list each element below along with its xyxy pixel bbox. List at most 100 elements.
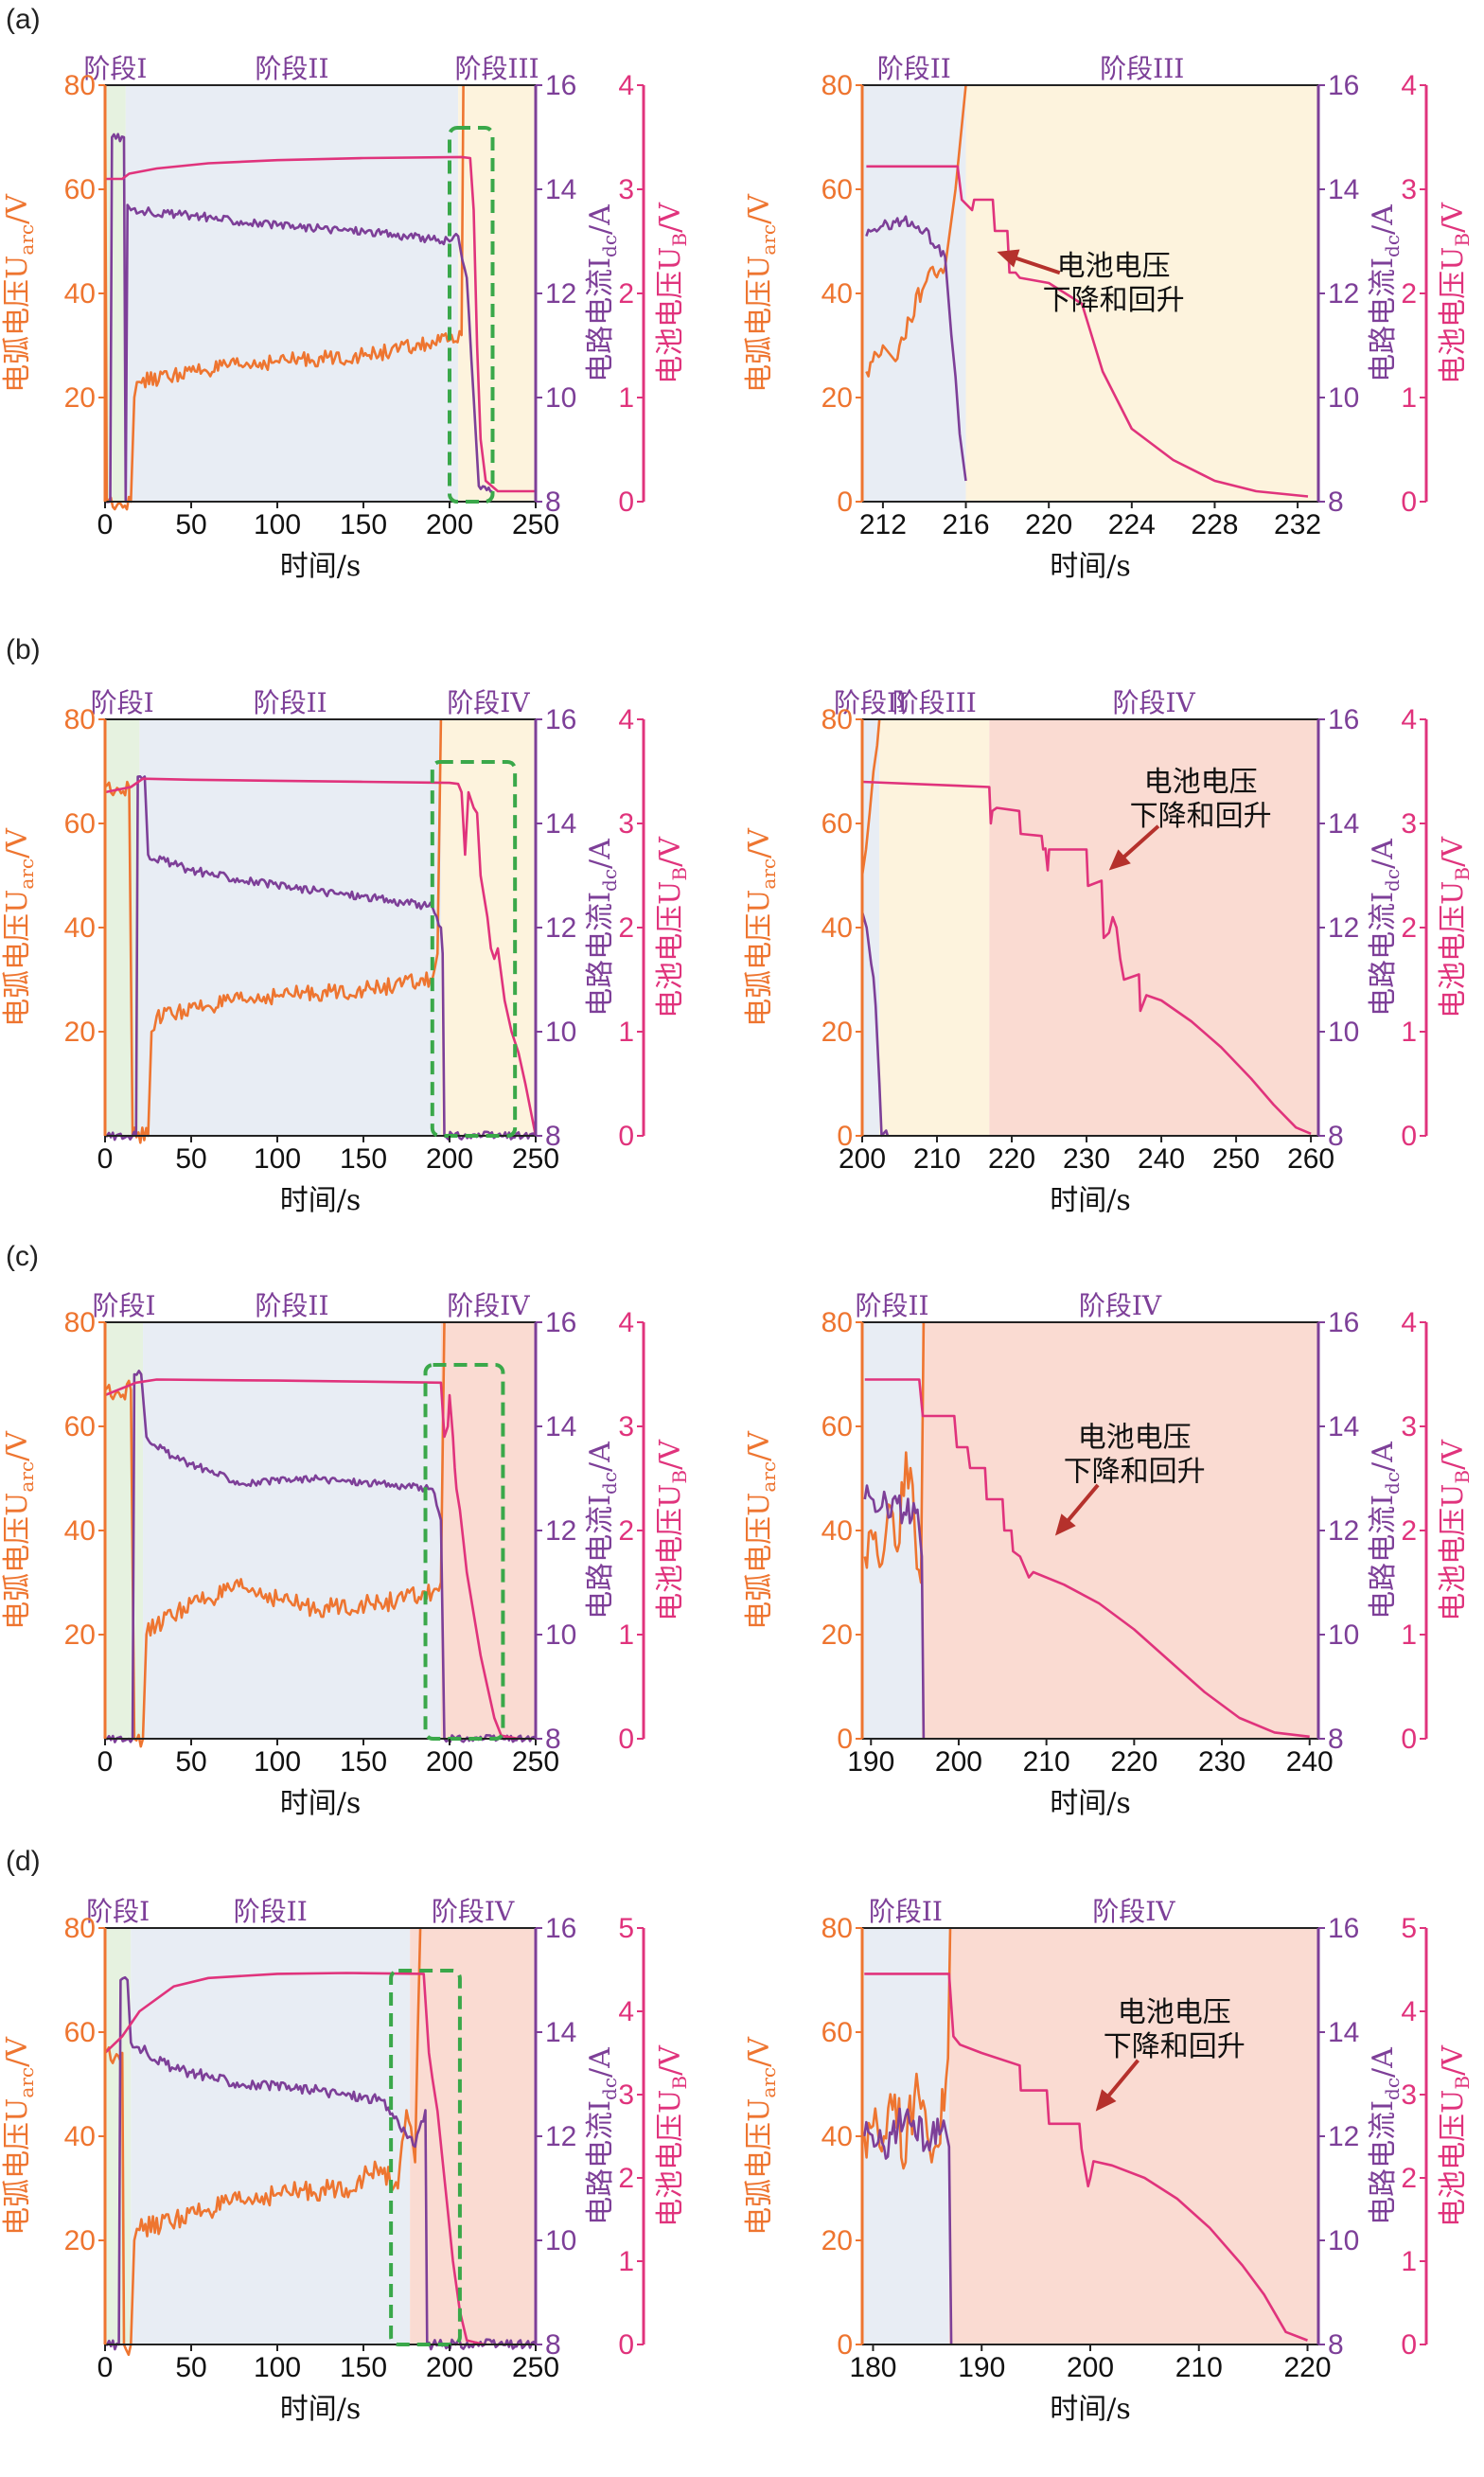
y-cur-tick-label: 12 — [545, 278, 576, 310]
x-tick-label: 100 — [254, 509, 301, 540]
y-bat-tick-label: 4 — [618, 1307, 634, 1338]
x-tick-label: 230 — [1063, 1143, 1110, 1175]
y-cur-tick-label: 14 — [545, 1411, 576, 1442]
y-arc-tick-label: 20 — [822, 2225, 853, 2256]
series-battery — [864, 1973, 1308, 2342]
y-arc-tick-label: 20 — [822, 382, 853, 414]
y-arc-tick-label: 40 — [822, 2121, 853, 2152]
annotation-arrow — [1120, 824, 1160, 860]
y-cur-tick-label: 8 — [545, 1724, 561, 1755]
annotation-line-1: 电池电压 — [1144, 766, 1258, 799]
stage-label: 阶段I — [91, 687, 154, 718]
y-bat-tick-label: 1 — [618, 2246, 634, 2277]
y-arc-tick-label: 40 — [64, 2121, 96, 2152]
y-cur-tick-label: 14 — [1328, 808, 1359, 840]
y-arc-tick-label: 80 — [822, 1307, 853, 1338]
y-battery-label: 电池电压UB/V — [1437, 2044, 1474, 2227]
svg-text:电弧电压Uarc/V: 电弧电压Uarc/V — [1, 193, 38, 393]
y-arc-tick-label: 40 — [64, 912, 96, 944]
x-axis-label: 时间/s — [280, 1787, 362, 1820]
stage-band-3 — [440, 1322, 536, 1739]
series-battery — [864, 1378, 1310, 1739]
y-cur-tick-label: 12 — [545, 1515, 576, 1547]
y-cur-tick-label: 10 — [545, 382, 576, 414]
stage-label: 阶段III — [892, 687, 977, 718]
stage-label: 阶段IV — [1092, 1896, 1175, 1927]
x-tick-label: 200 — [839, 1143, 886, 1175]
y-arc-tick-label: 80 — [64, 70, 96, 101]
annotation-arrowhead — [1054, 1513, 1076, 1536]
x-axis-label: 时间/s — [280, 1184, 362, 1217]
y-arc-tick-label: 60 — [822, 174, 853, 205]
series-battery — [104, 1378, 520, 1741]
x-tick-label: 200 — [935, 1746, 982, 1778]
series-battery — [866, 165, 1309, 498]
x-tick-label: 0 — [97, 2352, 114, 2383]
y-arc-label: 电弧电压Uarc/V — [1, 827, 38, 1027]
y-battery-label: 电池电压UB/V — [654, 2044, 691, 2227]
y-arc-tick-label: 80 — [64, 704, 96, 735]
x-axis-label: 时间/s — [280, 2393, 362, 2426]
y-bat-tick-label: 0 — [1401, 487, 1417, 518]
y-arc-tick-label: 40 — [822, 278, 853, 310]
y-arc-tick-label: 80 — [64, 1307, 96, 1338]
svg-text:电弧电压Uarc/V: 电弧电压Uarc/V — [743, 2036, 780, 2236]
y-cur-tick-label: 14 — [1328, 1411, 1359, 1442]
series-battery — [105, 155, 536, 493]
y-cur-tick-label: 10 — [1328, 2225, 1359, 2256]
y-arc-tick-label: 60 — [64, 1411, 96, 1442]
y-bat-tick-label: 4 — [618, 1996, 634, 2027]
x-tick-label: 150 — [340, 509, 387, 540]
stage-label: 阶段II — [877, 53, 951, 84]
y-bat-tick-label: 2 — [618, 278, 634, 310]
row-label-b: (b) — [6, 634, 41, 665]
y-cur-tick-label: 16 — [1328, 704, 1359, 735]
x-tick-label: 216 — [943, 509, 990, 540]
x-tick-label: 240 — [1286, 1746, 1334, 1778]
stage-label: 阶段IV — [1079, 1290, 1162, 1321]
svg-text:电池电压UB/V: 电池电压UB/V — [1437, 202, 1474, 384]
svg-text:电弧电压Uarc/V: 电弧电压Uarc/V — [1, 2036, 38, 2236]
y-arc-tick-label: 20 — [64, 1619, 96, 1651]
y-arc-label: 电弧电压Uarc/V — [743, 1430, 780, 1630]
svg-text:电池电压UB/V: 电池电压UB/V — [654, 2044, 691, 2227]
y-arc-label: 电弧电压Uarc/V — [743, 193, 780, 393]
highlight-box — [448, 126, 495, 504]
y-cur-tick-label: 16 — [1328, 70, 1359, 101]
y-cur-tick-label: 16 — [545, 1307, 576, 1338]
y-battery-label: 电池电压UB/V — [654, 202, 691, 384]
x-tick-label: 190 — [958, 2352, 1005, 2383]
x-tick-label: 190 — [847, 1746, 894, 1778]
y-cur-tick-label: 14 — [1328, 2017, 1359, 2048]
stage-label: 阶段III — [454, 53, 539, 84]
y-bat-tick-label: 1 — [1401, 382, 1417, 414]
y-cur-tick-label: 16 — [1328, 1913, 1359, 1944]
x-tick-label: 260 — [1287, 1143, 1334, 1175]
y-arc-tick-label: 0 — [837, 1724, 853, 1755]
svg-text:电路电流Idc/A: 电路电流Idc/A — [584, 839, 621, 1017]
y-cur-tick-label: 14 — [545, 808, 576, 840]
series-current — [104, 133, 493, 504]
svg-text:电路电流Idc/A: 电路电流Idc/A — [584, 1442, 621, 1619]
y-bat-tick-label: 4 — [618, 704, 634, 735]
y-arc-tick-label: 80 — [822, 704, 853, 735]
y-cur-tick-label: 8 — [1328, 2329, 1344, 2361]
y-bat-tick-label: 1 — [618, 1017, 634, 1048]
x-tick-label: 220 — [1110, 1746, 1157, 1778]
y-battery-label: 电池电压UB/V — [1437, 1439, 1474, 1621]
y-cur-tick-label: 12 — [1328, 1515, 1359, 1547]
y-bat-tick-label: 0 — [1401, 1121, 1417, 1152]
x-tick-label: 250 — [512, 509, 559, 540]
y-current-label: 电路电流Idc/A — [1367, 1442, 1404, 1619]
y-battery-label: 电池电压UB/V — [654, 836, 691, 1018]
stage-band-1 — [862, 719, 880, 1136]
annotation-arrow — [1012, 255, 1061, 275]
y-bat-tick-label: 0 — [618, 487, 634, 518]
y-cur-tick-label: 14 — [1328, 174, 1359, 205]
y-arc-tick-label: 0 — [837, 1121, 853, 1152]
highlight-box — [389, 1969, 462, 2346]
